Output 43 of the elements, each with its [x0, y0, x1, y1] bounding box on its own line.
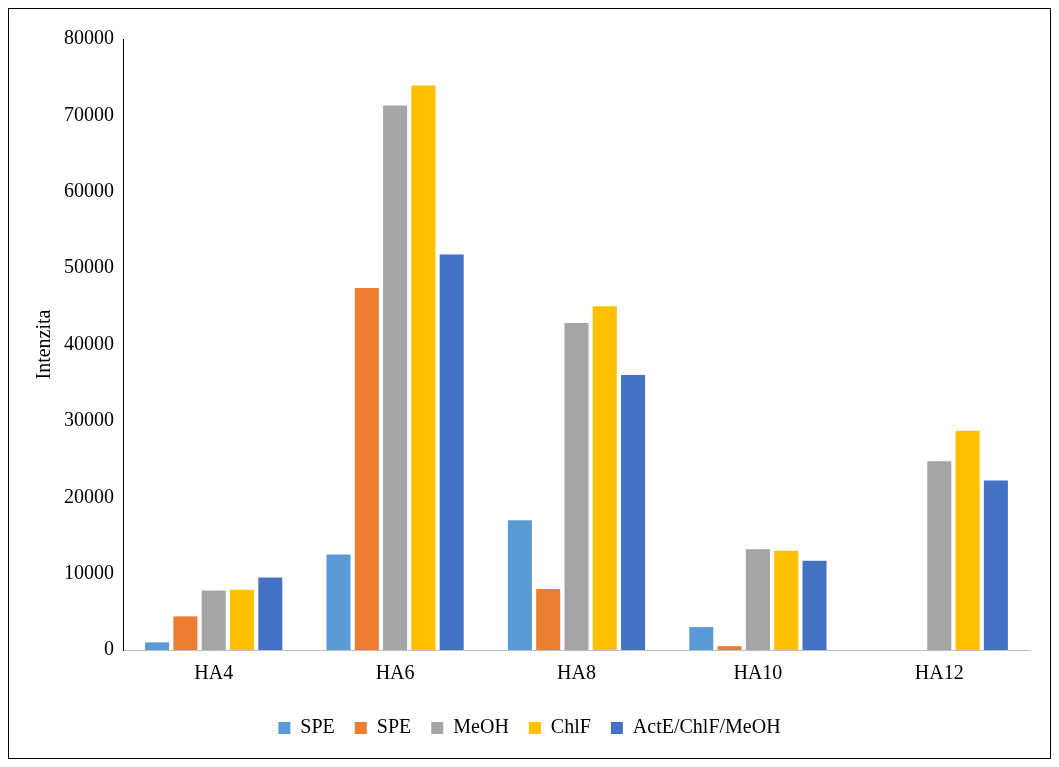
- legend-label: ActE/ChlF/MeOH: [632, 715, 781, 738]
- y-tick-label: 80000: [64, 26, 114, 49]
- bar: [774, 550, 799, 650]
- x-tick-label: HA12: [914, 661, 964, 684]
- legend-label: SPE: [376, 715, 412, 738]
- x-tick-label: HA6: [375, 661, 415, 684]
- bar: [201, 590, 226, 650]
- legend-label: MeOH: [453, 715, 509, 738]
- bar: [983, 480, 1008, 650]
- bar: [955, 430, 980, 650]
- y-tick-label: 20000: [64, 484, 114, 507]
- y-tick-label: 0: [104, 637, 114, 660]
- bar: [564, 323, 589, 650]
- bar: [536, 588, 561, 650]
- bar: [621, 375, 646, 650]
- bar: [383, 105, 408, 650]
- bar: [802, 560, 827, 650]
- bar: [229, 589, 255, 650]
- bar: [411, 85, 436, 650]
- x-tick-label: HA8: [557, 661, 596, 684]
- bar: [507, 520, 532, 650]
- bar: [927, 461, 952, 650]
- bar: [745, 549, 770, 650]
- bar: [326, 554, 351, 650]
- bar: [258, 577, 283, 650]
- y-tick-label: 60000: [64, 179, 114, 201]
- legend-label: ChlF: [550, 715, 591, 738]
- y-tick-label: 70000: [64, 102, 114, 125]
- y-tick-label: 10000: [64, 560, 114, 583]
- x-tick-label: HA4: [194, 661, 234, 684]
- bar: [354, 287, 379, 650]
- bar: [689, 627, 714, 650]
- bar: [717, 646, 742, 650]
- y-tick-label: 40000: [64, 331, 114, 354]
- bar: [592, 306, 617, 650]
- y-tick-label: 30000: [64, 408, 114, 431]
- y-axis-title: Intenzita: [32, 309, 55, 380]
- x-tick-label: HA10: [733, 661, 783, 684]
- y-tick-label: 50000: [64, 255, 114, 278]
- bar: [145, 642, 170, 650]
- bar: [173, 616, 198, 650]
- bar: [439, 254, 464, 650]
- legend-label: SPE: [300, 715, 335, 738]
